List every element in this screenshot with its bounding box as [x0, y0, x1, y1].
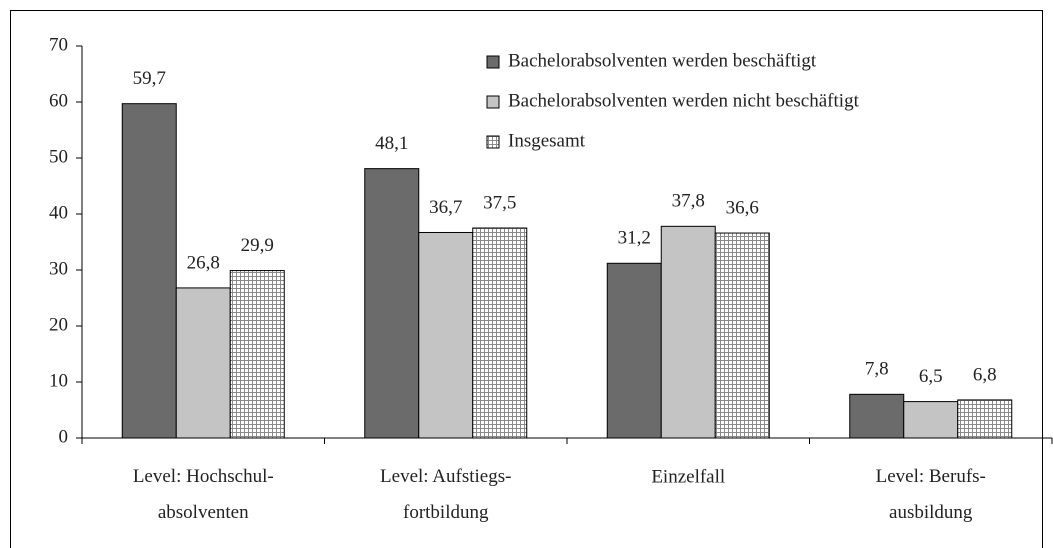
value-label: 26,8 [187, 252, 220, 273]
y-tick-label: 30 [49, 258, 68, 279]
value-label: 48,1 [375, 133, 408, 154]
y-tick-label: 60 [49, 90, 68, 111]
bar [229, 270, 285, 439]
bar [606, 262, 662, 439]
bar [714, 232, 770, 439]
value-label: 31,2 [618, 228, 651, 249]
legend-label: Bachelorabsolventen werden beschäftigt [508, 50, 817, 71]
frame [10, 10, 1043, 548]
legend-swatch [486, 55, 500, 69]
bar [418, 231, 474, 439]
value-label: 37,5 [483, 192, 516, 213]
legend-swatch [486, 135, 500, 149]
value-label: 36,7 [429, 197, 462, 218]
bar [364, 168, 420, 439]
value-label: 37,8 [672, 191, 705, 212]
y-tick-label: 50 [49, 146, 68, 167]
value-label: 29,9 [241, 235, 274, 256]
x-tick-label: Level: Hochschul-absolventen [133, 466, 274, 523]
legend-swatch [486, 95, 500, 109]
x-tick-label: Einzelfall [651, 466, 725, 487]
bar [957, 399, 1013, 439]
x-tick-label: Level: Aufstiegs-fortbildung [380, 466, 511, 523]
value-label: 7,8 [865, 359, 889, 380]
bar [472, 227, 528, 439]
bar [849, 393, 905, 439]
bar [903, 401, 959, 439]
y-tick-label: 0 [59, 426, 69, 447]
legend-label: Insgesamt [508, 130, 586, 151]
legend-label: Bachelorabsolventen werden nicht beschäf… [508, 90, 860, 111]
value-label: 6,8 [973, 364, 997, 385]
bar [175, 287, 231, 439]
x-tick-label: Level: Berufs-ausbildung [876, 466, 986, 523]
bar [121, 103, 177, 439]
y-tick-label: 70 [49, 34, 68, 55]
y-tick-label: 20 [49, 314, 68, 335]
y-tick-label: 40 [49, 202, 68, 223]
bar [660, 225, 716, 439]
y-tick-label: 10 [49, 370, 68, 391]
value-label: 6,5 [919, 366, 943, 387]
value-label: 36,6 [726, 197, 759, 218]
value-label: 59,7 [133, 68, 166, 89]
